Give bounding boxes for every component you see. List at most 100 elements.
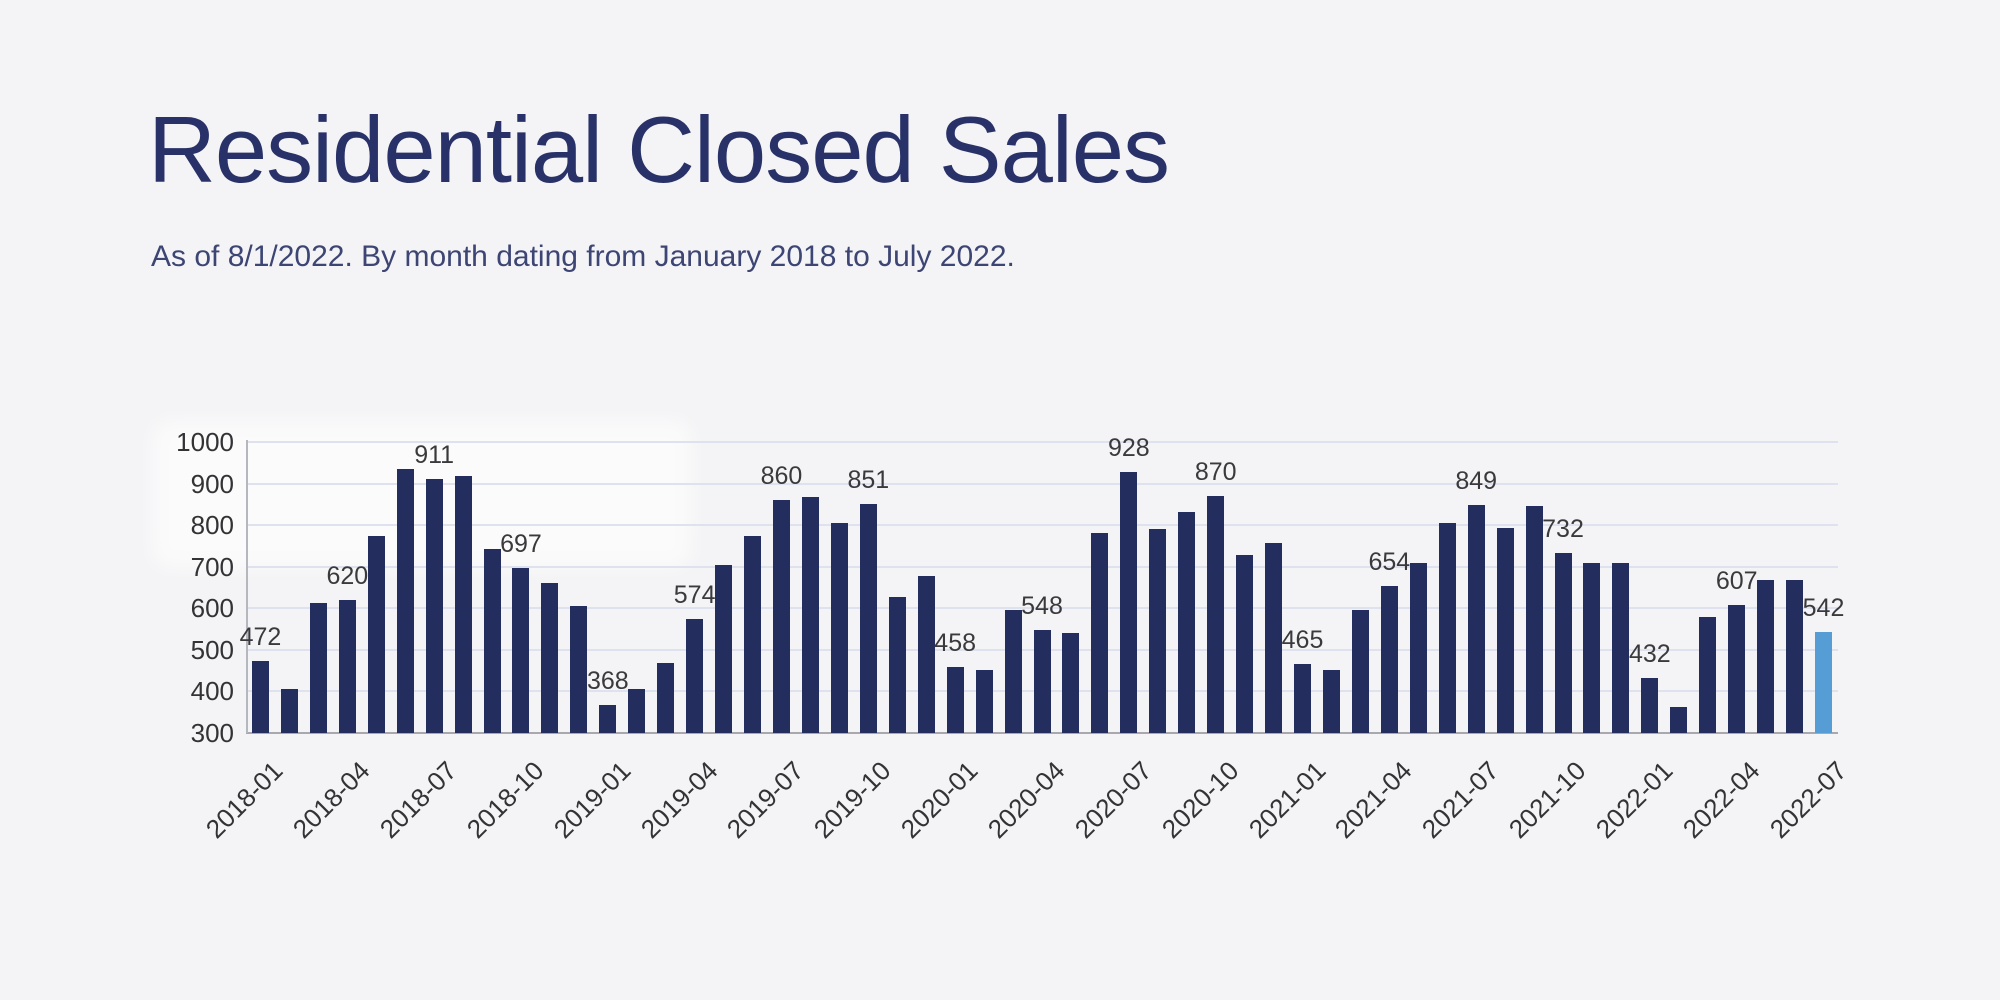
bar-value-label: 732 — [1542, 515, 1584, 544]
bar-value-label: 574 — [673, 581, 716, 610]
bar-2020-06 — [1091, 532, 1109, 733]
bar-2022-04 — [1728, 605, 1746, 733]
y-axis-label: 1000 — [176, 427, 234, 457]
bar-2021-12 — [1612, 562, 1630, 733]
bar-2021-10 — [1554, 553, 1572, 733]
bar-2019-08 — [801, 496, 819, 733]
bar-value-label: 870 — [1194, 458, 1237, 487]
bar-2020-11 — [1236, 555, 1254, 733]
bar-2020-04 — [1033, 629, 1051, 733]
y-axis-line — [246, 440, 248, 733]
bar-2020-09 — [1178, 511, 1196, 733]
bar-2020-07 — [1120, 471, 1138, 733]
bar-value-label: 472 — [239, 623, 282, 652]
bar-2022-03 — [1699, 617, 1717, 733]
y-axis-label: 800 — [190, 510, 234, 541]
bar-value-label: 607 — [1715, 567, 1758, 596]
bar-2021-06 — [1438, 523, 1456, 733]
page-subtitle: As of 8/1/2022. By month dating from Jan… — [151, 240, 1015, 273]
gridline — [246, 565, 1838, 568]
chart-background-glow — [152, 420, 692, 568]
bar-value-label: 928 — [1107, 433, 1150, 462]
bar-2018-12 — [570, 606, 588, 733]
bar-2019-03 — [657, 663, 675, 733]
bar-value-label: 620 — [326, 561, 369, 590]
bar-2021-04 — [1380, 585, 1398, 733]
bar-2019-12 — [917, 575, 935, 733]
bar-value-label: 368 — [586, 666, 629, 695]
x-axis-label: 2019-01 — [547, 755, 637, 844]
bar-2020-05 — [1062, 633, 1080, 733]
bar-2018-10 — [512, 567, 530, 733]
x-axis-label: 2022-04 — [1676, 755, 1766, 844]
x-axis-label: 2020-07 — [1068, 755, 1158, 844]
y-axis-label: 700 — [190, 551, 234, 582]
bar-value-label: 465 — [1281, 626, 1324, 655]
bar-value-label: 548 — [1021, 591, 1063, 620]
bar-2020-08 — [1149, 528, 1167, 733]
bar-2019-01 — [599, 704, 617, 733]
y-axis-label: 400 — [190, 676, 234, 707]
bar-2018-04 — [338, 599, 356, 733]
bar-value-label: 851 — [847, 465, 890, 494]
bar-2018-02 — [280, 689, 298, 733]
bar-2018-01 — [251, 661, 269, 733]
gridline — [246, 441, 1838, 443]
x-axis-line — [246, 732, 1838, 734]
gridline — [246, 607, 1838, 610]
x-axis-label: 2018-01 — [200, 755, 289, 844]
bar-2020-02 — [975, 669, 993, 733]
x-axis-label: 2022-01 — [1589, 755, 1679, 844]
gridline — [246, 482, 1838, 485]
bar-2022-07 — [1815, 632, 1833, 733]
bar-2021-03 — [1351, 609, 1369, 733]
bar-2020-01 — [946, 667, 964, 733]
bar-2022-06 — [1786, 580, 1804, 733]
bar-2019-10 — [859, 503, 877, 733]
y-axis-label: 600 — [190, 593, 234, 624]
bar-2018-11 — [541, 583, 559, 733]
bar-2020-03 — [1004, 609, 1022, 733]
bar-2021-07 — [1467, 504, 1485, 733]
y-axis-label: 500 — [190, 634, 234, 665]
y-axis-label: 900 — [190, 468, 234, 499]
bar-2019-09 — [830, 522, 848, 733]
bar-2018-07 — [425, 478, 443, 733]
bar-value-label: 849 — [1455, 466, 1498, 495]
x-axis-label: 2022-07 — [1763, 755, 1853, 844]
bar-value-label: 911 — [414, 440, 455, 469]
x-axis-label: 2021-07 — [1415, 755, 1505, 844]
page-title: Residential Closed Sales — [148, 97, 1170, 202]
x-axis-label: 2019-10 — [808, 755, 897, 844]
bar-2020-10 — [1207, 496, 1225, 733]
bar-2021-09 — [1525, 506, 1543, 733]
bar-2018-06 — [396, 469, 414, 733]
bar-value-label: 697 — [500, 529, 542, 558]
bar-value-label: 458 — [934, 629, 977, 658]
bar-value-label: 860 — [760, 462, 803, 491]
x-axis-label: 2018-07 — [373, 755, 463, 844]
x-axis-label: 2018-10 — [460, 755, 550, 844]
bar-2019-07 — [772, 500, 790, 733]
bar-2021-02 — [1322, 669, 1340, 733]
bar-2021-11 — [1583, 562, 1601, 733]
bar-2020-12 — [1265, 543, 1283, 733]
x-axis-label: 2020-10 — [1155, 755, 1245, 844]
x-axis-label: 2019-07 — [721, 755, 810, 844]
x-axis-label: 2019-04 — [634, 755, 724, 844]
bar-2022-01 — [1641, 678, 1659, 733]
gridline — [246, 524, 1838, 527]
x-axis-label: 2021-10 — [1502, 755, 1592, 844]
bar-2018-08 — [454, 475, 472, 733]
x-axis-label: 2021-01 — [1242, 755, 1332, 844]
bar-value-label: 432 — [1628, 640, 1671, 669]
bar-2018-09 — [483, 549, 501, 733]
bar-2019-05 — [715, 565, 733, 733]
bar-value-label: 654 — [1368, 547, 1411, 576]
bar-2019-11 — [888, 596, 906, 733]
bar-2021-01 — [1294, 664, 1311, 733]
bar-2018-05 — [367, 535, 385, 733]
bar-2022-05 — [1757, 580, 1775, 733]
